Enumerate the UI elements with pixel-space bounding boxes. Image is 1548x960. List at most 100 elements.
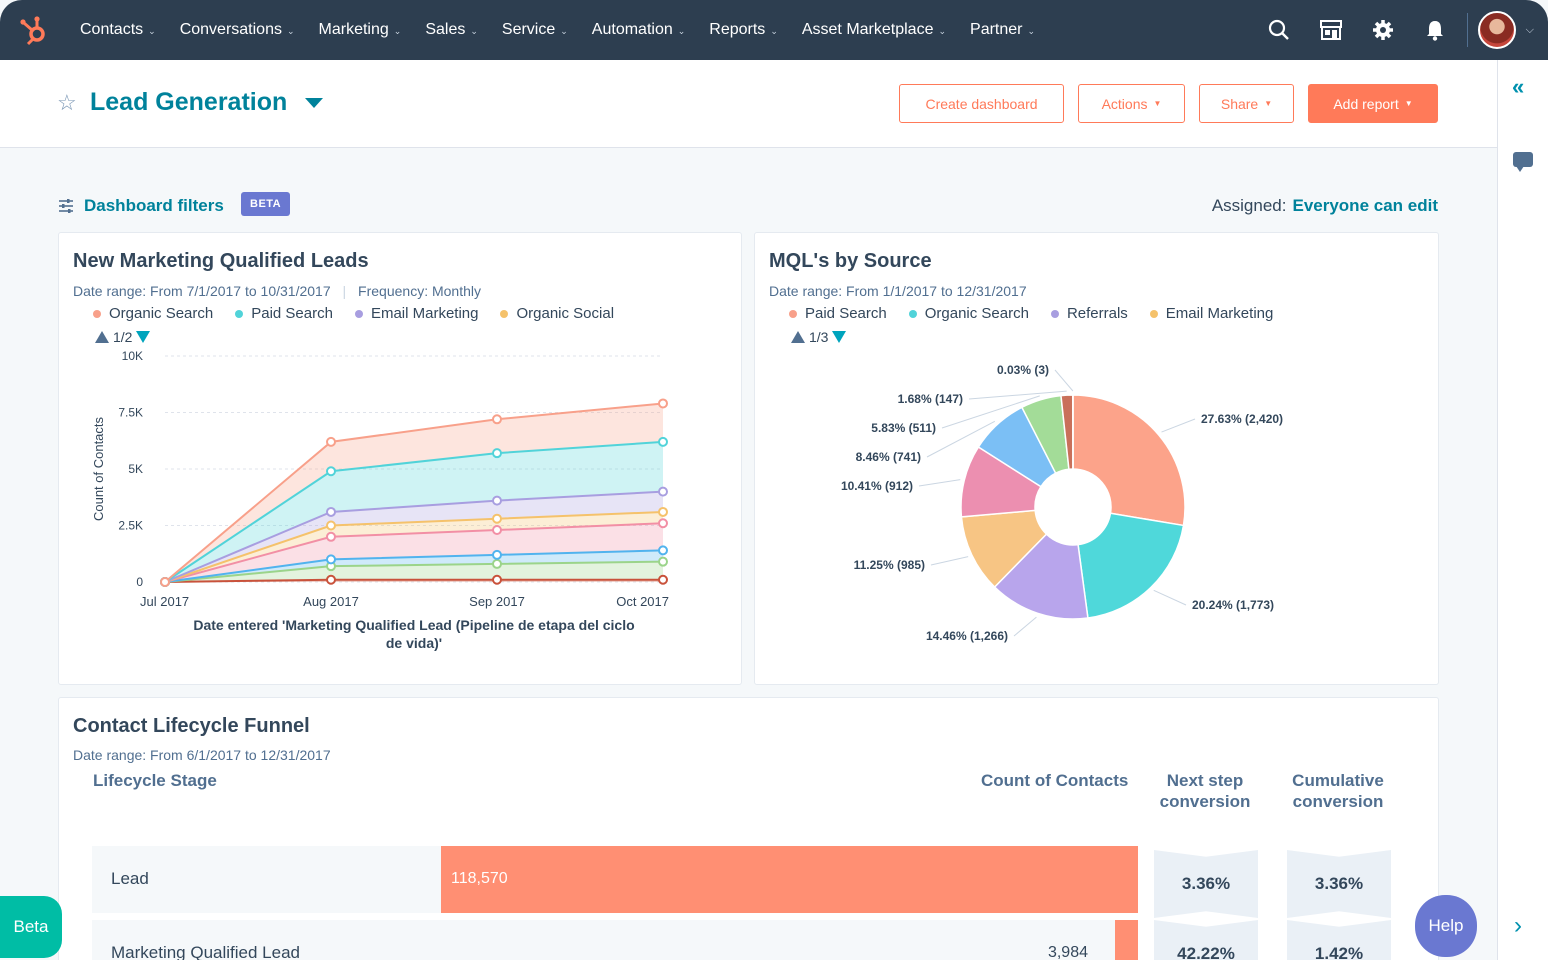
count-value: 3,984 (1047, 944, 1088, 960)
nav-item-partner[interactable]: Partner ⌄ (958, 0, 1047, 60)
legend-item[interactable]: Paid Search (789, 305, 887, 322)
area-fill (165, 511, 663, 582)
y-tick-label: 0 (136, 575, 143, 589)
page-title[interactable]: Lead Generation (90, 88, 288, 116)
card-title[interactable]: MQL's by Source (769, 250, 932, 272)
legend-item[interactable]: Organic Search (93, 305, 213, 322)
legend-label: Email Marketing (370, 305, 479, 322)
nav-item-automation[interactable]: Automation ⌄ (580, 0, 697, 60)
data-point[interactable] (658, 506, 668, 517)
page-down-icon[interactable] (136, 331, 151, 343)
data-point[interactable] (658, 574, 668, 585)
page-down-icon[interactable] (832, 331, 847, 343)
avatar[interactable] (1477, 11, 1516, 49)
data-point[interactable] (160, 577, 170, 587)
nav-item-asset-marketplace[interactable]: Asset Marketplace ⌄ (790, 0, 958, 60)
data-point[interactable] (658, 545, 668, 556)
legend-item[interactable]: Paid Search (235, 305, 333, 322)
nav-item-conversations[interactable]: Conversations ⌄ (168, 0, 307, 60)
data-point[interactable] (326, 520, 336, 531)
legend-dot-icon (789, 310, 797, 319)
card-date-range: Date range: From 7/1/2017 to 10/31/2017 … (73, 283, 481, 299)
data-point[interactable] (492, 525, 502, 536)
chevron-down-icon[interactable]: ⌵ (1525, 23, 1534, 36)
y-tick-label: 5K (128, 462, 143, 476)
collapse-sidebar-icon[interactable]: « (1512, 74, 1525, 99)
slice-label: 5.83% (511) (871, 421, 936, 435)
actions-button[interactable]: Actions ▼ (1078, 84, 1185, 123)
beta-badge: BETA (241, 192, 291, 216)
pie-slice[interactable] (1072, 394, 1186, 527)
card-title[interactable]: New Marketing Qualified Leads (73, 250, 369, 272)
cumulative-value: 3.36% (1287, 850, 1391, 918)
data-point[interactable] (492, 558, 502, 569)
data-point[interactable] (492, 414, 502, 425)
bell-icon[interactable] (1409, 0, 1461, 60)
assigned-info: Assigned: Everyone can edit (1212, 196, 1438, 216)
legend-item[interactable]: Email Marketing (1149, 305, 1273, 322)
data-point[interactable] (326, 506, 336, 517)
marketplace-icon[interactable] (1305, 0, 1357, 60)
leader-line (930, 556, 969, 566)
nav-item-contacts[interactable]: Contacts ⌄ (68, 0, 168, 60)
funnel-row[interactable]: Marketing Qualified Lead 3,984 (92, 920, 1138, 960)
data-point[interactable] (658, 398, 668, 409)
legend-item[interactable]: Organic Social (500, 305, 614, 322)
leader-line (1161, 418, 1196, 433)
page-up-icon[interactable] (791, 331, 805, 343)
data-point[interactable] (326, 554, 336, 565)
stage-label: Lead (111, 869, 149, 888)
add-report-button[interactable]: Add report ▼ (1308, 84, 1438, 123)
nav-item-sales[interactable]: Sales ⌄ (413, 0, 490, 60)
data-point[interactable] (326, 466, 336, 477)
pie-slice[interactable] (1077, 512, 1185, 619)
chevron-down-icon: ⌄ (286, 25, 295, 36)
gear-icon[interactable] (1357, 0, 1409, 60)
page-up-icon[interactable] (95, 331, 109, 343)
leader-line (941, 395, 1040, 429)
data-point[interactable] (326, 436, 336, 447)
nav-item-label: Partner (970, 21, 1023, 38)
data-point[interactable] (658, 436, 668, 447)
dashboard-dropdown-caret-icon[interactable] (305, 98, 323, 108)
data-point[interactable] (492, 448, 502, 459)
series-line (164, 402, 664, 583)
chevron-right-icon[interactable]: › (1514, 912, 1522, 939)
beta-button[interactable]: Beta (0, 896, 62, 958)
nav-item-marketing[interactable]: Marketing ⌄ (307, 0, 414, 60)
x-tick-label: Oct 2017 (616, 594, 669, 609)
data-point[interactable] (658, 486, 668, 497)
data-point[interactable] (492, 549, 502, 560)
data-point[interactable] (658, 556, 668, 567)
area-chart: 10K 7.5K 5K 2.5K 0 Jul 2017 Aug 2017 Sep 2017 Oc… (91, 349, 669, 651)
nav-item-reports[interactable]: Reports ⌄ (697, 0, 790, 60)
legend-pager: 1/3 (791, 329, 847, 345)
data-point[interactable] (492, 574, 502, 585)
legend-item[interactable]: Organic Search (908, 305, 1029, 322)
search-icon[interactable] (1253, 0, 1305, 60)
help-button[interactable]: Help (1415, 895, 1477, 957)
pie-chart: 27.63% (2,420) 20.24% (1,773) 14.46% (1,26… (841, 363, 1283, 643)
share-button[interactable]: Share ▼ (1199, 84, 1294, 123)
legend-item[interactable]: Referrals (1050, 305, 1128, 322)
hubspot-logo-icon[interactable] (0, 0, 68, 60)
data-point[interactable] (658, 518, 668, 529)
comments-icon[interactable] (1513, 152, 1533, 172)
data-point[interactable] (492, 495, 502, 506)
data-point[interactable] (326, 531, 336, 542)
assigned-value-link[interactable]: Everyone can edit (1292, 196, 1438, 215)
series-line (164, 490, 664, 583)
series-line (164, 440, 664, 583)
nav-item-label: Sales (425, 21, 466, 38)
star-icon[interactable]: ☆ (57, 90, 77, 115)
create-dashboard-button[interactable]: Create dashboard (899, 84, 1064, 123)
funnel-row[interactable]: Lead 118,570 (92, 846, 1138, 913)
dashboard-filters-link[interactable]: Dashboard filters (84, 196, 224, 215)
legend-item[interactable]: Email Marketing (354, 305, 479, 322)
card-title[interactable]: Contact Lifecycle Funnel (73, 715, 310, 737)
filters-icon[interactable] (58, 198, 74, 214)
data-point[interactable] (326, 574, 336, 585)
data-point[interactable] (492, 513, 502, 524)
nav-item-service[interactable]: Service ⌄ (490, 0, 580, 60)
pie-slice[interactable] (993, 533, 1089, 620)
